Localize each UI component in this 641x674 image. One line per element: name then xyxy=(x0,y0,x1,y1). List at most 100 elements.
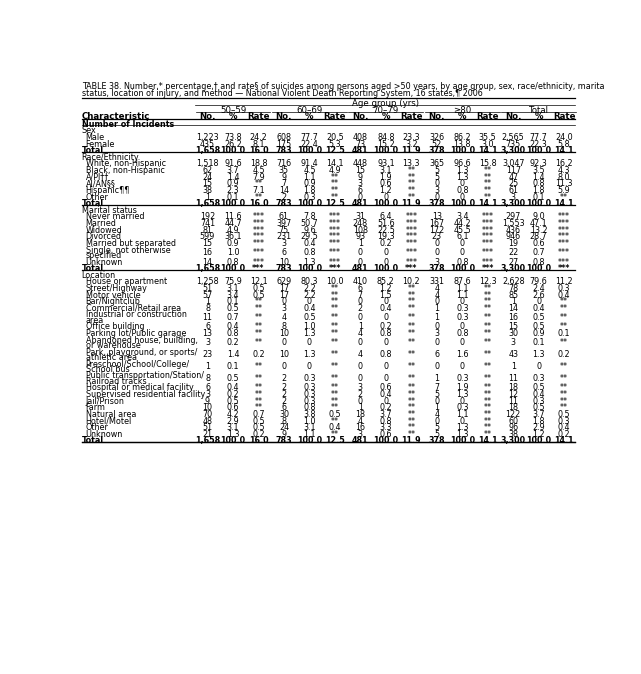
Text: 1.8: 1.8 xyxy=(533,417,545,425)
Text: **: ** xyxy=(407,362,415,371)
Text: 0.8: 0.8 xyxy=(379,350,392,359)
Text: 100.0: 100.0 xyxy=(221,264,246,273)
Text: 6: 6 xyxy=(435,350,439,359)
Text: 0.5: 0.5 xyxy=(533,322,545,332)
Text: Motor vehicle: Motor vehicle xyxy=(85,290,140,300)
Text: 3: 3 xyxy=(511,338,516,347)
Text: **: ** xyxy=(331,384,339,392)
Text: Farm: Farm xyxy=(85,403,106,412)
Text: ***: *** xyxy=(329,233,341,241)
Text: 3,300: 3,300 xyxy=(501,264,526,273)
Text: **: ** xyxy=(331,430,339,439)
Text: 11.9: 11.9 xyxy=(401,146,421,155)
Text: A/PI††: A/PI†† xyxy=(85,173,109,182)
Text: 6: 6 xyxy=(358,186,363,195)
Text: 43: 43 xyxy=(508,350,518,359)
Text: ***: *** xyxy=(405,219,417,228)
Text: 1.1: 1.1 xyxy=(456,410,469,419)
Text: 0: 0 xyxy=(435,239,439,248)
Text: 75.9: 75.9 xyxy=(224,278,242,286)
Text: 100.0: 100.0 xyxy=(297,436,322,446)
Text: **: ** xyxy=(331,173,339,182)
Text: 100.0: 100.0 xyxy=(450,200,475,208)
Text: **: ** xyxy=(407,179,415,188)
Text: 3: 3 xyxy=(281,304,287,313)
Text: **: ** xyxy=(331,313,339,322)
Text: 79.6: 79.6 xyxy=(530,278,547,286)
Text: 100.0: 100.0 xyxy=(526,436,551,446)
Text: 6: 6 xyxy=(205,322,210,332)
Text: 16.0: 16.0 xyxy=(249,146,269,155)
Text: 14.1: 14.1 xyxy=(478,436,497,446)
Text: 14.1: 14.1 xyxy=(326,160,344,168)
Text: 8.0: 8.0 xyxy=(558,173,570,182)
Text: 0.4: 0.4 xyxy=(227,384,239,392)
Text: 1: 1 xyxy=(435,304,439,313)
Text: 61: 61 xyxy=(279,212,289,222)
Text: 48: 48 xyxy=(203,417,213,425)
Text: 0: 0 xyxy=(460,397,465,406)
Text: ***: *** xyxy=(405,248,417,257)
Text: 70–79: 70–79 xyxy=(372,106,399,115)
Text: 13.8: 13.8 xyxy=(454,140,471,149)
Text: No.: No. xyxy=(505,113,522,121)
Text: 3.1: 3.1 xyxy=(227,423,239,432)
Text: 51: 51 xyxy=(203,284,213,293)
Text: 14.1: 14.1 xyxy=(478,200,497,208)
Text: 0.7: 0.7 xyxy=(252,410,265,419)
Text: 608: 608 xyxy=(276,133,292,142)
Text: 10: 10 xyxy=(279,350,289,359)
Text: 11.2: 11.2 xyxy=(555,278,573,286)
Text: 0.6: 0.6 xyxy=(379,430,392,439)
Text: 1.9: 1.9 xyxy=(379,173,392,182)
Text: **: ** xyxy=(484,313,492,322)
Text: 0.5: 0.5 xyxy=(252,417,265,425)
Text: 0.8: 0.8 xyxy=(533,179,545,188)
Text: ***: *** xyxy=(481,264,494,273)
Text: 0: 0 xyxy=(383,374,388,384)
Text: 2.3: 2.3 xyxy=(227,186,239,195)
Text: 13: 13 xyxy=(203,329,213,338)
Text: 0.4: 0.4 xyxy=(303,239,316,248)
Text: 0.2: 0.2 xyxy=(379,322,392,332)
Text: 0.4: 0.4 xyxy=(227,322,239,332)
Text: 7: 7 xyxy=(281,179,287,188)
Text: 29.5: 29.5 xyxy=(301,233,319,241)
Text: 0: 0 xyxy=(460,297,465,306)
Text: Unknown: Unknown xyxy=(85,257,123,266)
Text: 0.3: 0.3 xyxy=(456,374,469,384)
Text: 16: 16 xyxy=(508,313,518,322)
Text: 2.9: 2.9 xyxy=(532,423,545,432)
Text: ***: *** xyxy=(482,212,494,222)
Text: Hispanic¶¶: Hispanic¶¶ xyxy=(85,186,130,195)
Text: 2: 2 xyxy=(281,384,287,392)
Text: 2: 2 xyxy=(281,193,287,202)
Text: 1.2: 1.2 xyxy=(379,186,392,195)
Text: 10.0: 10.0 xyxy=(326,278,344,286)
Text: 3: 3 xyxy=(435,257,439,266)
Text: 0: 0 xyxy=(460,248,465,257)
Text: 1,258: 1,258 xyxy=(196,278,219,286)
Text: ***: *** xyxy=(329,219,341,228)
Text: 0.5: 0.5 xyxy=(533,384,545,392)
Text: 7: 7 xyxy=(358,290,363,300)
Text: 0: 0 xyxy=(383,248,388,257)
Text: 1: 1 xyxy=(435,403,439,412)
Text: ***: *** xyxy=(329,239,341,248)
Text: 0: 0 xyxy=(536,362,541,371)
Text: **: ** xyxy=(407,384,415,392)
Text: 93.1: 93.1 xyxy=(377,160,395,168)
Text: 0.3: 0.3 xyxy=(303,374,316,384)
Text: **: ** xyxy=(484,297,492,306)
Text: Married: Married xyxy=(85,219,117,228)
Text: 0.3: 0.3 xyxy=(456,304,469,313)
Text: ***: *** xyxy=(558,219,570,228)
Text: 8: 8 xyxy=(281,322,287,332)
Text: 45.5: 45.5 xyxy=(453,226,471,235)
Text: 23: 23 xyxy=(432,233,442,241)
Text: Other: Other xyxy=(85,193,108,202)
Text: 1,518: 1,518 xyxy=(196,160,219,168)
Text: ***: *** xyxy=(558,248,570,257)
Text: 0.4: 0.4 xyxy=(329,423,341,432)
Text: 50–59: 50–59 xyxy=(220,106,246,115)
